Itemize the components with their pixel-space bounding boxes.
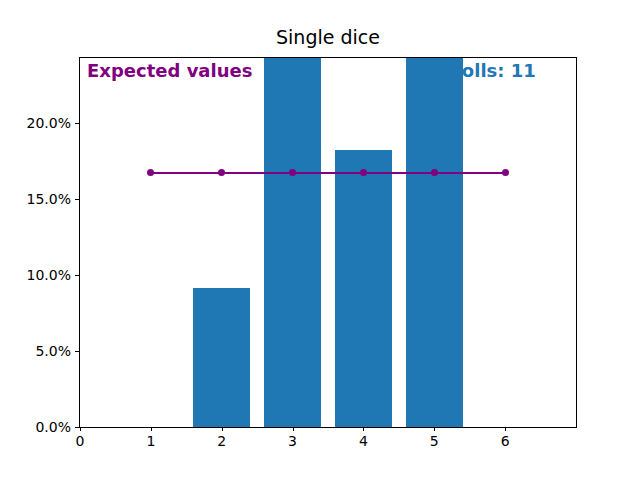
expected-value-marker-x6 <box>502 169 509 176</box>
x-tick-mark <box>80 427 81 431</box>
y-tick-label: 10.0% <box>11 268 71 282</box>
x-tick-mark <box>505 427 506 431</box>
bar-x5 <box>406 58 463 427</box>
expected-value-marker-x5 <box>431 169 438 176</box>
bar-x3 <box>264 58 321 427</box>
x-tick-mark <box>151 427 152 431</box>
bar-x2 <box>193 288 250 427</box>
x-tick-mark <box>363 427 364 431</box>
x-tick-mark <box>222 427 223 431</box>
expected-value-marker-x1 <box>147 169 154 176</box>
x-tick-label: 5 <box>414 433 454 449</box>
chart-title: Single dice <box>80 26 576 48</box>
x-tick-mark <box>434 427 435 431</box>
y-tick-mark <box>75 275 79 276</box>
x-tick-label: 2 <box>202 433 242 449</box>
x-tick-label: 4 <box>343 433 383 449</box>
expected-value-marker-x2 <box>218 169 225 176</box>
plot-area: Rolls: 11 Expected values 0.0%5.0%10.0%1… <box>80 58 576 427</box>
y-tick-label: 20.0% <box>11 116 71 130</box>
y-tick-mark <box>75 123 79 124</box>
bar-x4 <box>335 150 392 427</box>
y-tick-mark <box>75 427 79 428</box>
plot-clip-region: Rolls: 11 Expected values <box>80 58 576 427</box>
y-tick-label: 5.0% <box>11 344 71 358</box>
expected-values-label: Expected values <box>87 60 252 82</box>
y-tick-mark <box>75 199 79 200</box>
y-tick-label: 0.0% <box>11 420 71 434</box>
chart-figure: Single dice Rolls: 11 Expected values 0.… <box>0 0 640 480</box>
x-tick-label: 1 <box>131 433 171 449</box>
x-tick-label: 6 <box>485 433 525 449</box>
y-tick-label: 15.0% <box>11 192 71 206</box>
expected-value-line <box>151 172 505 174</box>
x-tick-label: 0 <box>60 433 100 449</box>
y-tick-mark <box>75 351 79 352</box>
x-tick-mark <box>293 427 294 431</box>
x-tick-label: 3 <box>273 433 313 449</box>
